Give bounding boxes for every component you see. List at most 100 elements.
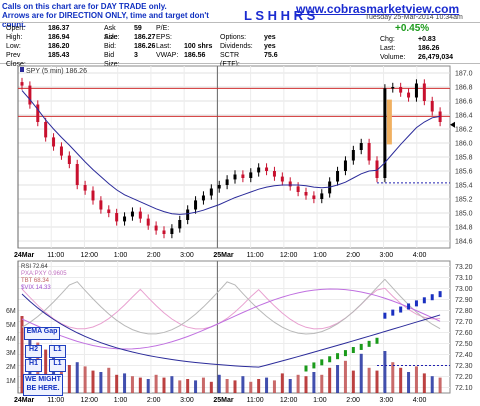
y-tick-label: 73.00 — [455, 286, 473, 293]
volume-bar — [272, 380, 276, 393]
quote-panel: Open: 186.37 Ask Size: 59 P/E: High: 186.94 Ask… — [0, 22, 480, 68]
candle-body — [107, 209, 111, 213]
volume-bar — [83, 366, 87, 393]
y-tick-label: 186.2 — [455, 127, 473, 134]
volume-bar — [99, 372, 103, 393]
candle-body — [249, 172, 253, 178]
volume-bar — [241, 376, 245, 393]
x-tick-label: 1:00 — [313, 397, 327, 404]
volume-bar — [115, 374, 119, 393]
volume-bar — [375, 370, 379, 393]
quote-label: Volume: — [380, 54, 406, 61]
y-tick-label: 186.6 — [455, 99, 473, 106]
volume-bar — [91, 370, 95, 393]
quote-value: 186.20 — [48, 43, 70, 50]
volume-bar — [233, 380, 237, 393]
candle-body — [343, 160, 347, 171]
y-tick-label: 184.6 — [455, 239, 473, 246]
vol-tick-label: 4M — [6, 336, 16, 343]
volume-bar — [194, 380, 198, 393]
gap-highlight — [386, 99, 392, 145]
x-tick-label: 25Mar — [213, 397, 234, 404]
volume-bar — [288, 379, 292, 393]
quote-value: 186.94 — [48, 34, 70, 41]
volume-bar — [312, 372, 316, 393]
overlay-candle — [414, 300, 418, 307]
overlay-candle — [391, 309, 395, 316]
candle-body — [414, 83, 418, 98]
candle-body — [201, 195, 205, 201]
volume-bar — [138, 377, 142, 393]
volume-bar — [146, 379, 150, 393]
quote-label: Last: — [380, 45, 396, 52]
site-url[interactable]: www.cobrasmarketview.com — [296, 2, 460, 16]
overlay-candle — [359, 343, 363, 350]
quote-value: 59 — [134, 25, 142, 32]
candle-body — [351, 150, 355, 161]
y-tick-label: 72.60 — [455, 330, 473, 337]
volume-bar — [399, 367, 403, 393]
legend-main: SPY (5 min) 186.26 — [26, 68, 87, 75]
vol-tick-label: 5M — [6, 322, 16, 329]
legend-indicator: RSI 72.64 — [21, 264, 48, 270]
overlay-candle — [430, 294, 434, 301]
volume-bar — [280, 373, 284, 393]
h1-label: H1 — [25, 359, 42, 372]
volume-bar — [438, 377, 442, 393]
y-tick-label: 185.4 — [455, 183, 473, 190]
volume-bar — [257, 379, 261, 393]
x-tick-label: 12:00 — [80, 252, 98, 259]
candle-body — [154, 225, 158, 231]
candle-body — [115, 213, 119, 222]
x-tick-label: 3:00 — [380, 252, 394, 259]
candle-body — [265, 167, 269, 171]
candle-body — [44, 122, 48, 138]
candle-body — [52, 137, 56, 147]
quote-label: High: — [6, 34, 23, 41]
ema-gap-label: EMA Gap — [24, 327, 60, 340]
volume-bar — [209, 381, 213, 393]
x-tick-label: 3:00 — [380, 397, 394, 404]
quote-label: Ask Size: — [104, 25, 120, 41]
quote-value: 185.43 — [48, 52, 70, 59]
candle-body — [75, 164, 79, 185]
candle-body — [162, 230, 166, 234]
quote-label: EPS: — [156, 34, 172, 41]
quote-value: yes — [264, 43, 276, 50]
volume-bar — [201, 377, 205, 393]
x-tick-label: 12:00 — [80, 397, 98, 404]
date-time: Tuesday 25-Mar-2014 10:34am — [365, 14, 463, 21]
candle-body — [217, 185, 221, 189]
y-tick-label: 185.2 — [455, 197, 473, 204]
x-tick-label: 2:00 — [147, 252, 161, 259]
indicator-main-line — [21, 293, 441, 368]
volume-bar — [383, 351, 387, 393]
x-tick-label: 12:00 — [280, 397, 298, 404]
candle-body — [91, 190, 95, 201]
volume-bar — [107, 367, 111, 393]
volume-bar — [296, 374, 300, 393]
y-tick-label: 72.90 — [455, 297, 473, 304]
overlay-candle — [399, 306, 403, 313]
l1-label-2: L1 — [49, 359, 66, 372]
y-tick-label: 72.20 — [455, 374, 473, 381]
quote-value: 186.27 — [134, 34, 156, 41]
volume-bar — [178, 380, 182, 393]
y-tick-label: 187.0 — [455, 71, 473, 78]
quote-value: 186.37 — [48, 25, 70, 32]
candle-body — [186, 209, 190, 220]
overlay-candle — [320, 359, 324, 366]
overlay-candle — [351, 347, 355, 354]
quote-label: VWAP: — [156, 52, 179, 59]
quote-label: Chg: — [380, 36, 395, 43]
overlay-candle — [367, 340, 371, 347]
ema-line — [21, 90, 441, 215]
x-tick-label: 1:00 — [313, 252, 327, 259]
candle-body — [367, 143, 371, 161]
quote-label: Open: — [6, 25, 26, 32]
last-price-marker — [450, 121, 455, 128]
candle-body — [225, 179, 229, 185]
x-tick-label: 1:00 — [114, 397, 128, 404]
y-tick-label: 185.6 — [455, 169, 473, 176]
candle-body — [99, 200, 103, 210]
